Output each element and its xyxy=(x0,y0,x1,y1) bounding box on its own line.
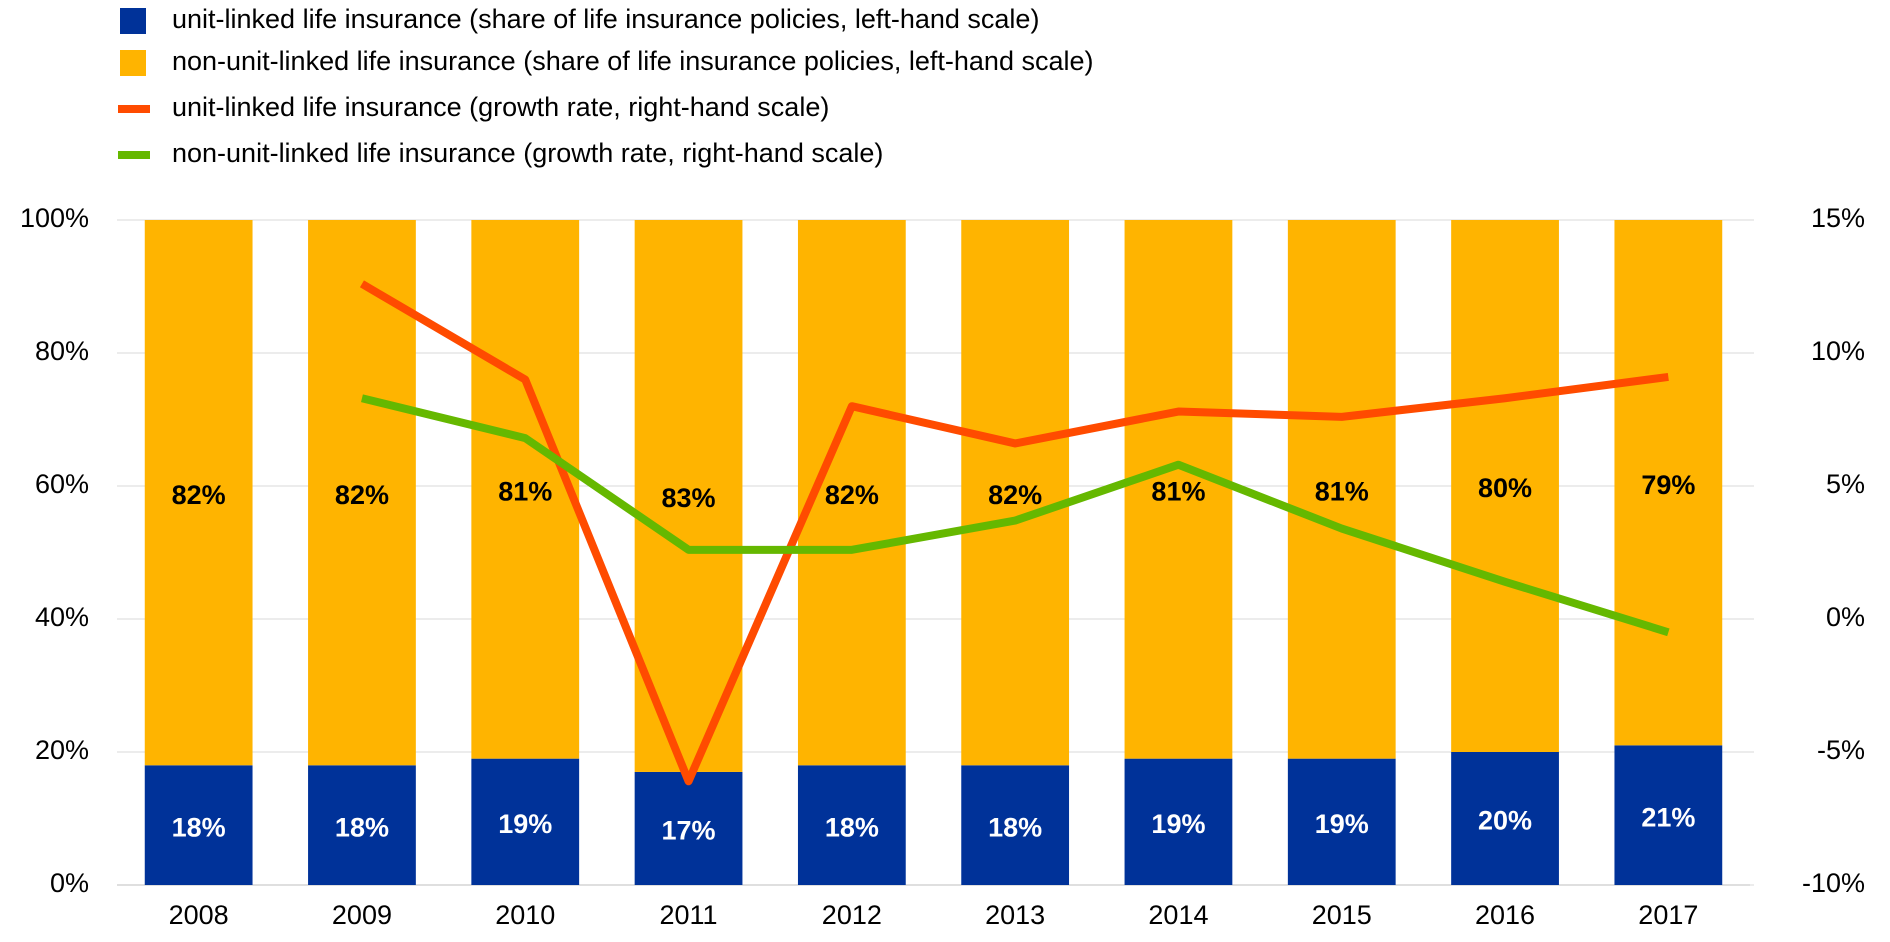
y-tick-label: 20% xyxy=(35,735,89,765)
value-label: 17% xyxy=(662,816,716,846)
legend-label: non-unit-linked life insurance (share of… xyxy=(172,46,1093,76)
x-tick-label: 2016 xyxy=(1475,900,1535,930)
y-tick-label: 80% xyxy=(35,336,89,366)
legend-marker xyxy=(120,8,146,34)
y2-tick-label: -10% xyxy=(1802,868,1865,898)
x-tick-label: 2010 xyxy=(495,900,555,930)
y2-tick-label: 0% xyxy=(1826,602,1865,632)
value-label: 82% xyxy=(172,480,226,510)
bar xyxy=(961,220,1070,766)
x-tick-label: 2012 xyxy=(822,900,882,930)
value-label: 18% xyxy=(172,812,226,842)
bar xyxy=(1614,220,1723,746)
bar xyxy=(144,220,253,766)
y-tick-label: 40% xyxy=(35,602,89,632)
value-label: 82% xyxy=(825,480,879,510)
x-tick-label: 2009 xyxy=(332,900,392,930)
value-label: 19% xyxy=(498,809,552,839)
value-label: 19% xyxy=(1315,809,1369,839)
x-tick-label: 2008 xyxy=(169,900,229,930)
bar xyxy=(308,220,416,766)
value-label: 20% xyxy=(1478,806,1532,836)
bar xyxy=(1451,220,1559,752)
bar xyxy=(1124,220,1233,759)
value-label: 18% xyxy=(825,812,879,842)
value-label: 83% xyxy=(662,483,716,513)
bar xyxy=(634,771,743,885)
value-label: 79% xyxy=(1641,470,1695,500)
legend-label: unit-linked life insurance (share of lif… xyxy=(172,4,1039,34)
bar xyxy=(1124,758,1233,885)
bar xyxy=(144,765,253,885)
bar xyxy=(308,765,416,885)
legend-label: unit-linked life insurance (growth rate,… xyxy=(172,92,829,122)
line xyxy=(359,280,1669,786)
y2-tick-label: -5% xyxy=(1817,735,1865,765)
value-label: 18% xyxy=(988,812,1042,842)
bar xyxy=(1451,752,1559,885)
bar xyxy=(471,758,580,885)
value-label: 82% xyxy=(988,480,1042,510)
y2-tick-label: 10% xyxy=(1811,336,1865,366)
bar xyxy=(961,765,1070,885)
bar xyxy=(1287,220,1396,759)
y2-tick-label: 15% xyxy=(1811,203,1865,233)
legend-label: non-unit-linked life insurance (growth r… xyxy=(172,138,883,168)
x-tick-label: 2011 xyxy=(660,900,718,930)
y-tick-label: 0% xyxy=(50,868,89,898)
bar xyxy=(797,765,906,885)
bar xyxy=(1614,745,1723,885)
value-label: 81% xyxy=(498,476,552,506)
bar xyxy=(1287,758,1396,885)
value-label: 18% xyxy=(335,812,389,842)
value-label: 19% xyxy=(1151,809,1205,839)
x-tick-label: 2013 xyxy=(985,900,1045,930)
y-tick-label: 60% xyxy=(35,469,89,499)
value-label: 81% xyxy=(1151,476,1205,506)
line xyxy=(361,394,1670,637)
x-tick-label: 2015 xyxy=(1312,900,1372,930)
value-label: 80% xyxy=(1478,473,1532,503)
value-label: 82% xyxy=(335,480,389,510)
legend-marker xyxy=(120,50,146,76)
y2-tick-label: 5% xyxy=(1826,469,1865,499)
value-label: 81% xyxy=(1315,476,1369,506)
bar xyxy=(471,220,580,759)
x-tick-label: 2014 xyxy=(1148,900,1208,930)
x-tick-label: 2017 xyxy=(1638,900,1698,930)
bar xyxy=(634,220,743,772)
y-tick-label: 100% xyxy=(20,203,89,233)
value-label: 21% xyxy=(1641,802,1695,832)
